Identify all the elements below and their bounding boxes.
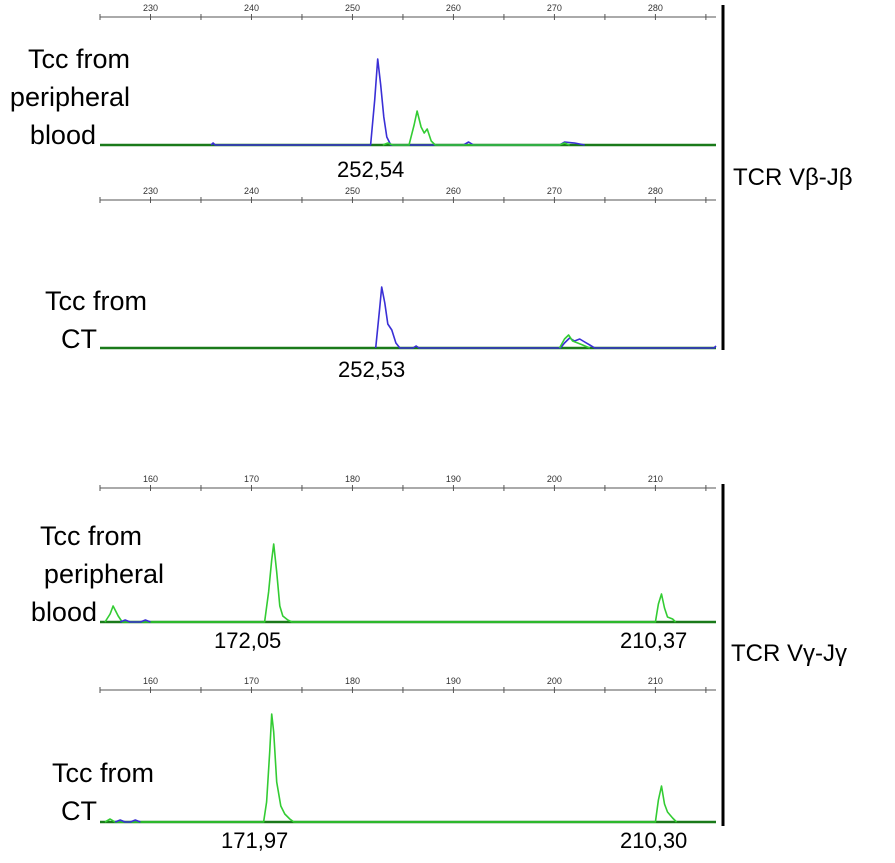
tick-label: 230 <box>143 186 158 196</box>
peak-label: 210,30 <box>620 828 688 853</box>
sample-label-peripheral-vg: Tcc from peripheral blood <box>0 517 164 631</box>
group-label-vb-jb: TCR Vβ-Jβ <box>733 164 853 191</box>
green-trace <box>558 334 591 349</box>
tick-label: 270 <box>547 186 562 196</box>
sample-label-line: Tcc from <box>44 286 147 316</box>
tick-label: 180 <box>345 676 360 686</box>
tick-label: 230 <box>143 3 158 13</box>
green-trace <box>104 543 677 623</box>
tick-label: 270 <box>547 3 562 13</box>
tick-label: 200 <box>547 676 562 686</box>
tick-label: 260 <box>446 186 461 196</box>
tick-label: 280 <box>648 186 663 196</box>
sample-label-line: CT <box>61 796 97 826</box>
tick-label: 240 <box>244 186 259 196</box>
tick-label: 240 <box>244 3 259 13</box>
tick-label: 160 <box>143 676 158 686</box>
tick-label: 170 <box>244 676 259 686</box>
tick-label: 160 <box>143 474 158 484</box>
sample-label-peripheral-vb: Tcc from peripheral blood <box>0 40 130 154</box>
sample-label-line: Tcc from <box>51 758 154 788</box>
tick-label: 190 <box>446 676 461 686</box>
tick-label: 260 <box>446 3 461 13</box>
tick-label: 280 <box>648 3 663 13</box>
sample-label-line: Tcc from <box>27 44 130 74</box>
green-trace <box>104 713 678 823</box>
group-label-vg-jg: TCR Vγ-Jγ <box>731 640 847 667</box>
sample-label-line: blood <box>30 597 97 627</box>
sample-label-line: peripheral <box>9 82 130 112</box>
tick-label: 170 <box>244 474 259 484</box>
green-trace <box>382 110 570 146</box>
tick-label: 200 <box>547 474 562 484</box>
peak-label: 172,05 <box>214 628 282 653</box>
sample-label-ct-vg: Tcc from CT <box>0 754 154 830</box>
peak-label: 252,53 <box>338 357 406 382</box>
peak-label: 252,54 <box>337 157 405 182</box>
tick-label: 190 <box>446 474 461 484</box>
blue-trace <box>119 619 151 623</box>
peak-label: 210,37 <box>620 628 688 653</box>
sample-label-line: blood <box>29 120 96 150</box>
blue-trace <box>374 286 717 349</box>
tick-label: 210 <box>648 474 663 484</box>
sample-label-line: CT <box>61 324 97 354</box>
sample-label-line: Tcc from <box>39 521 142 551</box>
sample-label-ct-vb: Tcc from CT <box>0 282 147 358</box>
tick-label: 210 <box>648 676 663 686</box>
tick-label: 250 <box>345 3 360 13</box>
blue-trace <box>114 819 141 823</box>
sample-label-line: peripheral <box>43 559 164 589</box>
tick-label: 250 <box>345 186 360 196</box>
blue-trace <box>210 58 585 146</box>
peak-label: 171,97 <box>221 828 289 853</box>
tick-label: 180 <box>345 474 360 484</box>
